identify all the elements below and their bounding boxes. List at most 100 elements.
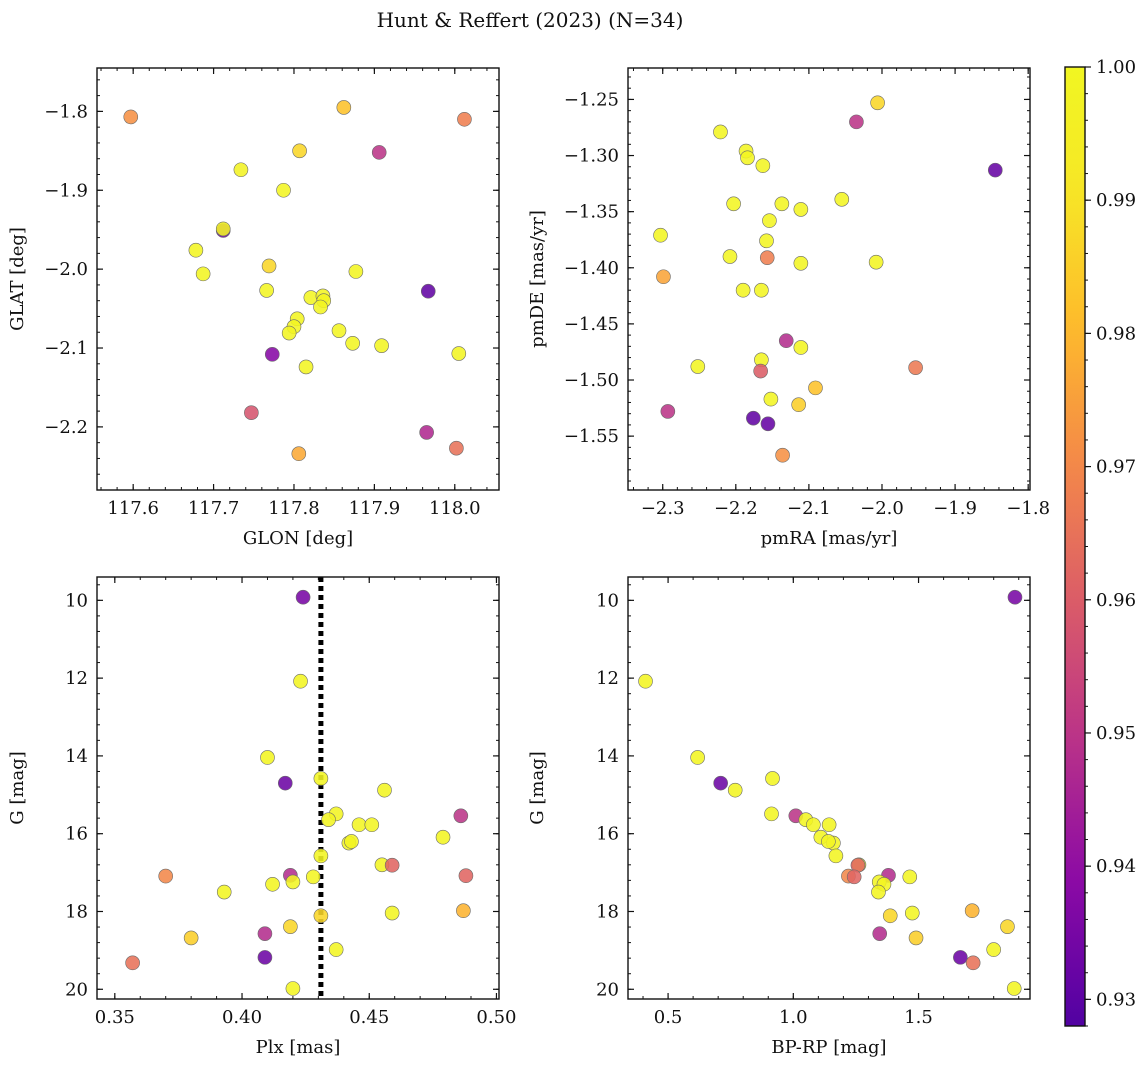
scatter-point <box>285 981 301 996</box>
scatter-point <box>713 124 728 140</box>
x-tick-label: 117.6 <box>107 498 159 519</box>
scatter-point <box>451 346 467 361</box>
scatter-point <box>872 926 888 941</box>
scatter-point <box>313 299 328 315</box>
y-tick-label: −1.35 <box>564 202 619 223</box>
scatter-point <box>1007 589 1023 605</box>
x-tick-label: −2.3 <box>641 498 685 519</box>
scatter-point <box>331 323 347 338</box>
scatter-point <box>791 397 806 413</box>
scatter-point <box>195 266 211 282</box>
x-tick-label: 117.9 <box>349 498 401 519</box>
y-tick-label: −2.2 <box>44 417 88 438</box>
scatter-point <box>727 782 743 798</box>
scatter-point <box>759 233 774 249</box>
x-axis-label: Plx [mas] <box>256 1037 341 1058</box>
scatter-point <box>965 955 981 971</box>
scatter-point <box>806 817 821 833</box>
panel-bprp-g: 0.5 1.0 1.5 10 12 14 16 18 20 BP-RP [mag] G [mag] <box>527 576 1031 1058</box>
x-tick-label: 117.8 <box>268 498 320 519</box>
scatter-point <box>713 775 728 791</box>
scatter-point <box>364 817 380 833</box>
scatter-point <box>808 380 823 396</box>
scatter-point <box>321 812 336 827</box>
axes-frame <box>627 576 1031 1000</box>
y-tick-label: 18 <box>65 901 88 922</box>
y-tick-label: 12 <box>596 668 619 689</box>
y-tick-label: −1.55 <box>564 426 619 447</box>
scatter-point <box>291 446 307 462</box>
scatter-point <box>834 192 850 207</box>
panel-plx-g: 0.35 0.40 0.45 0.50 10 12 14 16 18 20 Plx [mas] G [… <box>7 576 516 1058</box>
scatter-point <box>656 269 671 285</box>
scatter-point <box>987 162 1003 178</box>
scatter-point <box>313 908 329 924</box>
scatter-point <box>260 750 275 765</box>
y-tick-label: −1.50 <box>564 370 619 391</box>
axes-frame <box>96 576 500 1000</box>
y-tick-label: 20 <box>596 979 619 1000</box>
scatter-point <box>821 817 837 833</box>
colorbar-tick-label: 0.97 <box>1096 457 1136 478</box>
y-tick-label: −1.9 <box>44 180 88 201</box>
scatter-point <box>793 255 809 271</box>
scatter-point <box>722 249 738 264</box>
scatter-point <box>759 250 775 265</box>
scatter-point <box>740 150 755 166</box>
scatter-point <box>345 335 360 351</box>
scatter-point <box>377 782 392 798</box>
colorbar-tick-label: 1.00 <box>1096 57 1136 78</box>
x-axis-label: GLON [deg] <box>243 528 353 549</box>
scatter-point <box>344 834 359 849</box>
scatter-point <box>125 955 140 971</box>
y-tick-label: −1.30 <box>564 146 619 167</box>
y-tick-label: −1.25 <box>564 89 619 110</box>
scatter-point <box>457 111 472 127</box>
scatter-point <box>420 283 436 299</box>
scatter-point <box>261 258 277 274</box>
scatter-point <box>868 254 884 270</box>
scatter-point <box>257 950 273 965</box>
x-tick-label: 118.0 <box>429 498 481 519</box>
y-tick-label: −1.40 <box>564 258 619 279</box>
scatter-point <box>458 868 474 884</box>
scatter-point <box>754 282 769 298</box>
scatter-point <box>158 868 173 884</box>
scatter-point <box>283 919 298 934</box>
axes-frame <box>96 67 500 491</box>
x-tick-label: −2.2 <box>714 498 758 519</box>
colorbar-tick-label: 0.98 <box>1096 323 1136 344</box>
scatter-point <box>259 283 274 298</box>
scatter-point <box>762 213 777 228</box>
scatter-point <box>828 848 844 864</box>
y-axis-label: pmDE [mas/yr] <box>527 210 548 348</box>
scatter-point <box>653 227 668 243</box>
x-tick-label: 0.40 <box>222 1007 262 1028</box>
scatter-point <box>760 416 776 432</box>
colorbar: 0.93 0.94 0.95 0.96 0.97 0.98 0.99 1.00 <box>1064 57 1136 1027</box>
scatter-point <box>295 589 311 605</box>
scatter-point <box>953 950 968 965</box>
y-tick-label: 10 <box>65 590 88 611</box>
x-axis-label: BP-RP [mag] <box>771 1037 886 1058</box>
scatter-point <box>1006 981 1022 996</box>
scatter-point <box>419 425 434 440</box>
scatter-point <box>902 869 918 885</box>
x-tick-label: 0.45 <box>349 1007 389 1028</box>
scatter-point <box>775 447 790 463</box>
scatter-point <box>964 903 980 919</box>
scatter-point <box>374 338 389 353</box>
x-tick-label: 0.35 <box>95 1007 135 1028</box>
y-tick-label: −2.1 <box>44 338 88 359</box>
colorbar-tick-label: 0.93 <box>1096 989 1136 1010</box>
scatter-point <box>793 340 809 355</box>
y-tick-label: 16 <box>596 824 619 845</box>
x-tick-label: −2.0 <box>860 498 904 519</box>
scatter-point <box>690 359 706 374</box>
scatter-point <box>313 848 329 864</box>
scatter-point <box>908 360 923 375</box>
colorbar-tick-label: 0.96 <box>1096 590 1136 611</box>
scatter-point <box>384 857 400 873</box>
x-tick-label: 1.0 <box>779 1007 808 1028</box>
y-tick-label: 14 <box>65 746 88 767</box>
